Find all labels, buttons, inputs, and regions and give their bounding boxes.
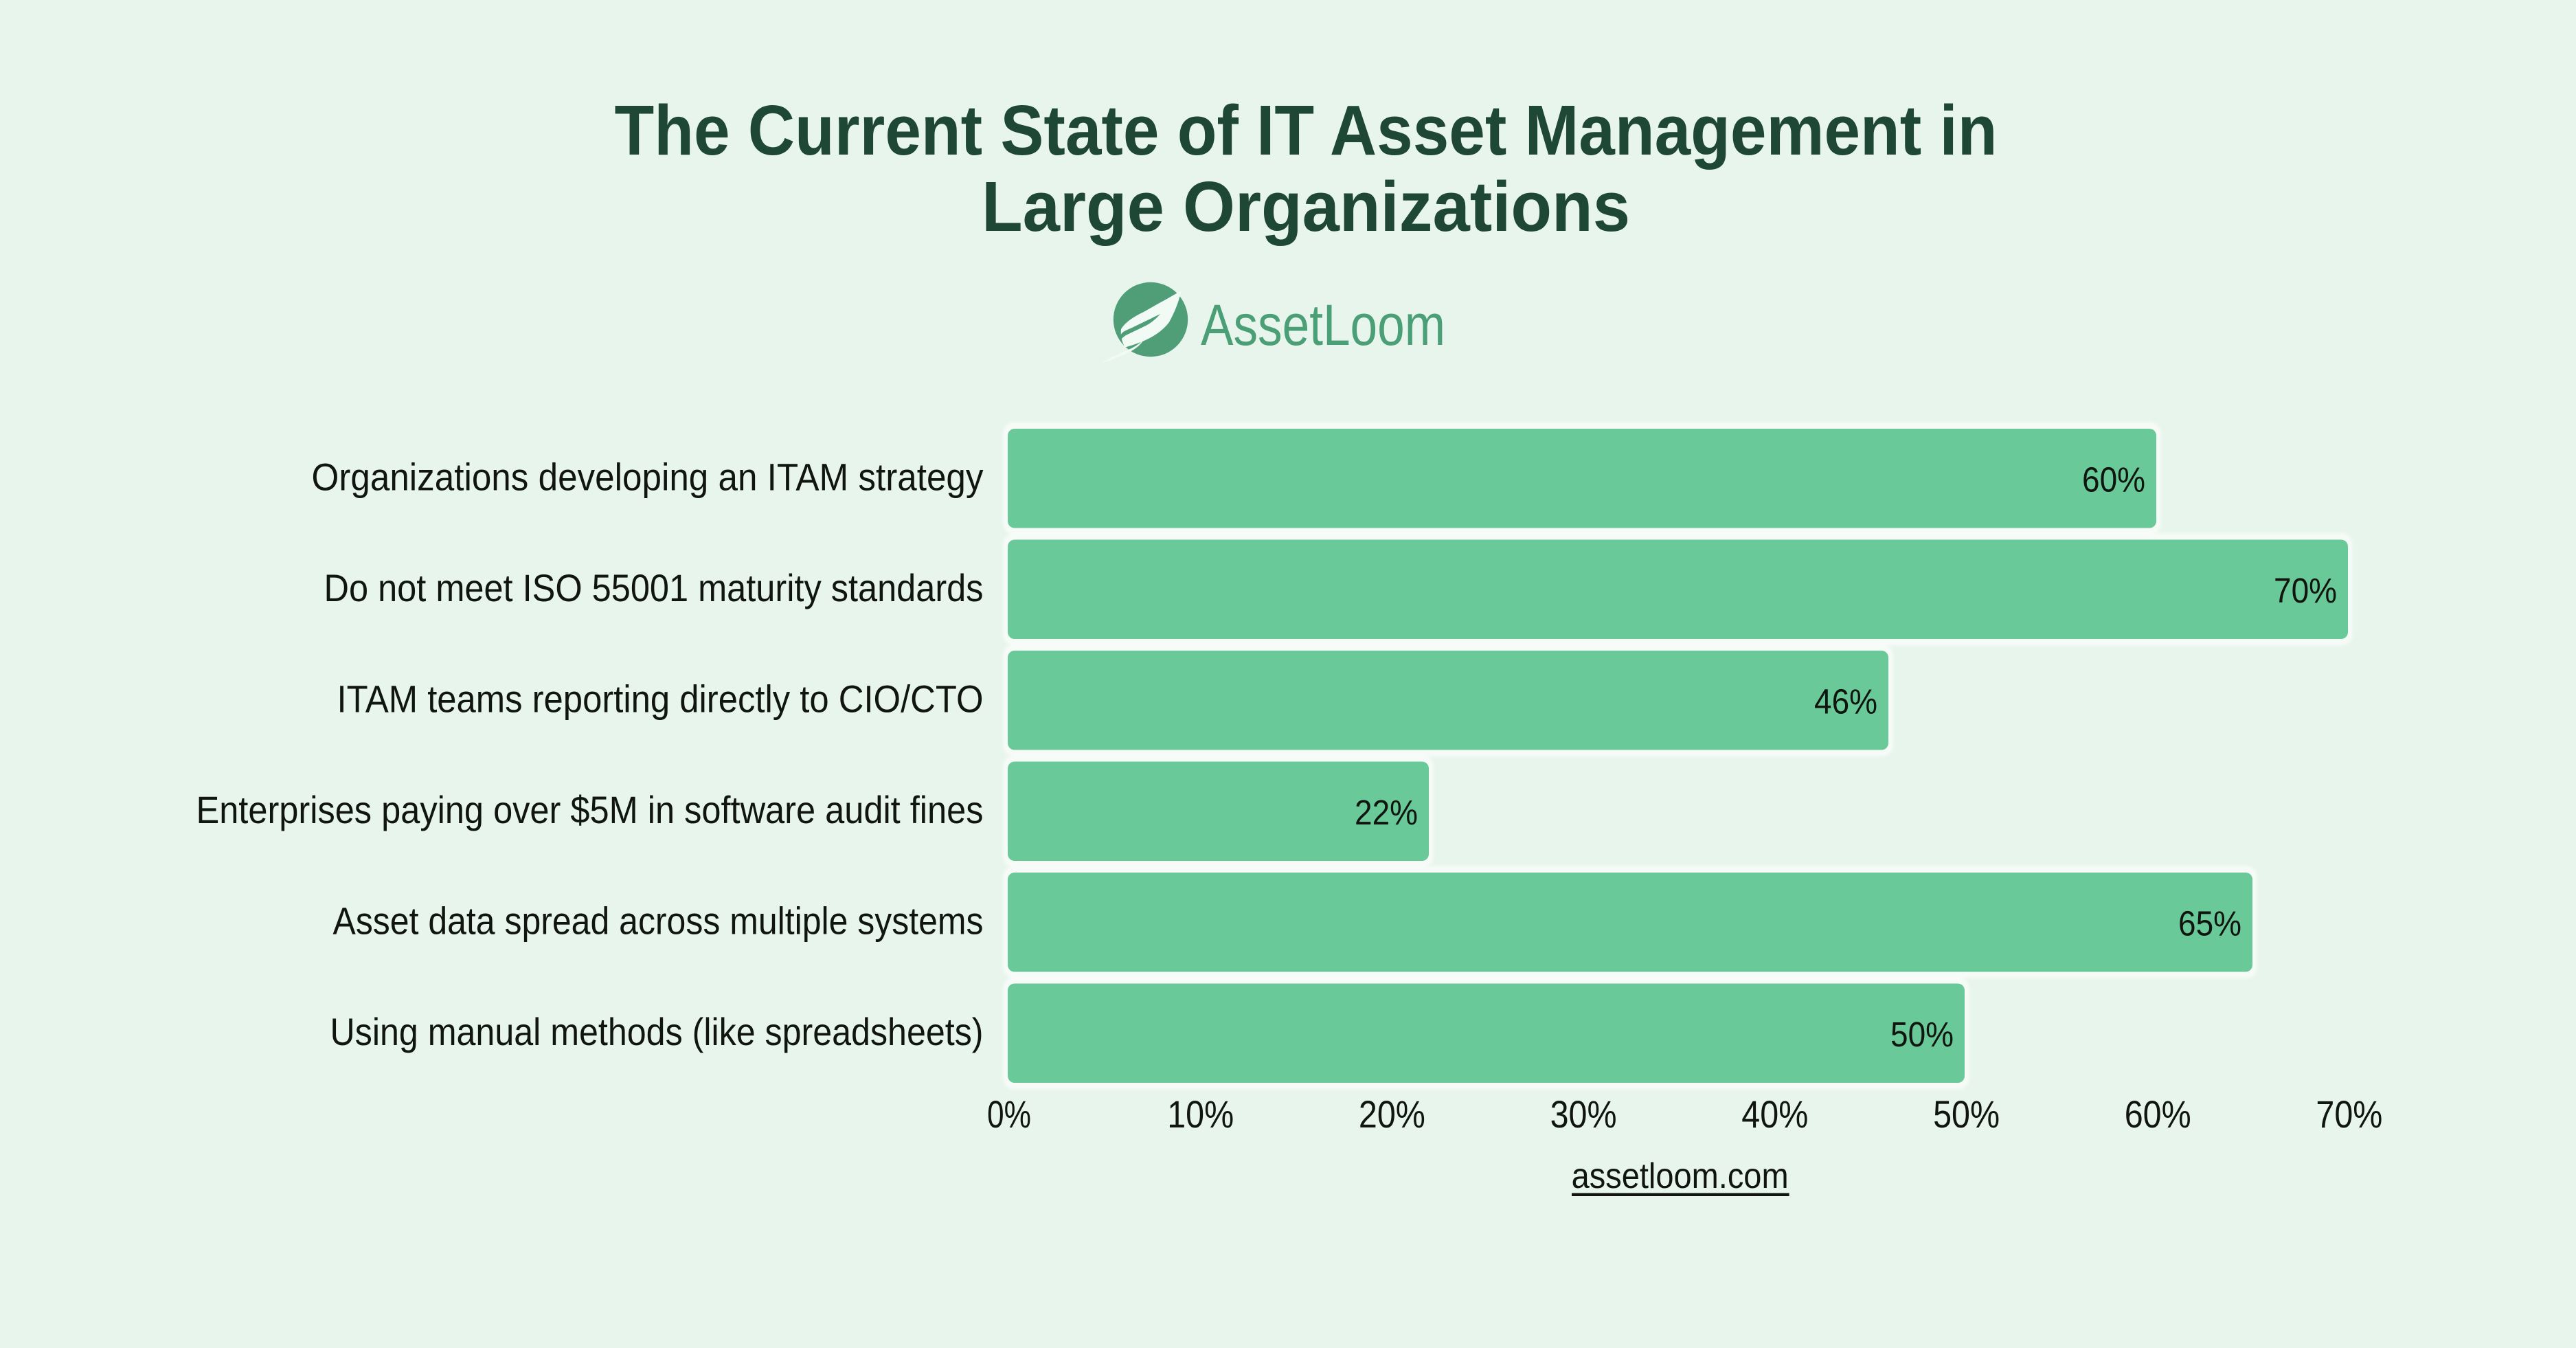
svg-text:The Current State of IT Asset: The Current State of IT Asset Management… <box>615 91 1998 170</box>
svg-text:ITAM teams reporting directly: ITAM teams reporting directly to CIO/CTO <box>337 677 984 720</box>
svg-text:assetloom.com: assetloom.com <box>1572 1156 1789 1196</box>
svg-text:Organizations developing an IT: Organizations developing an ITAM strateg… <box>312 455 984 498</box>
svg-text:Asset data spread across multi: Asset data spread across multiple system… <box>333 899 984 942</box>
svg-text:65%: 65% <box>2178 904 2241 943</box>
svg-text:70%: 70% <box>2274 571 2337 610</box>
svg-text:Using manual methods (like spr: Using manual methods (like spreadsheets) <box>330 1010 984 1053</box>
svg-text:AssetLoom: AssetLoom <box>1201 293 1445 357</box>
svg-text:10%: 10% <box>1167 1092 1234 1136</box>
svg-text:50%: 50% <box>1890 1015 1954 1054</box>
svg-text:60%: 60% <box>2082 460 2145 499</box>
svg-text:60%: 60% <box>2125 1092 2191 1136</box>
svg-text:70%: 70% <box>2316 1092 2382 1136</box>
svg-text:22%: 22% <box>1355 793 1418 832</box>
svg-text:30%: 30% <box>1550 1092 1617 1136</box>
svg-text:40%: 40% <box>1741 1092 1808 1136</box>
svg-text:0%: 0% <box>987 1092 1031 1136</box>
svg-text:Large Organizations: Large Organizations <box>982 167 1630 246</box>
svg-text:Do not meet ISO 55001 maturity: Do not meet ISO 55001 maturity standards <box>324 566 984 609</box>
svg-text:20%: 20% <box>1359 1092 1425 1136</box>
svg-text:46%: 46% <box>1814 682 1877 721</box>
svg-text:50%: 50% <box>1933 1092 2000 1136</box>
svg-text:Enterprises paying over $5M in: Enterprises paying over $5M in software … <box>196 788 984 831</box>
